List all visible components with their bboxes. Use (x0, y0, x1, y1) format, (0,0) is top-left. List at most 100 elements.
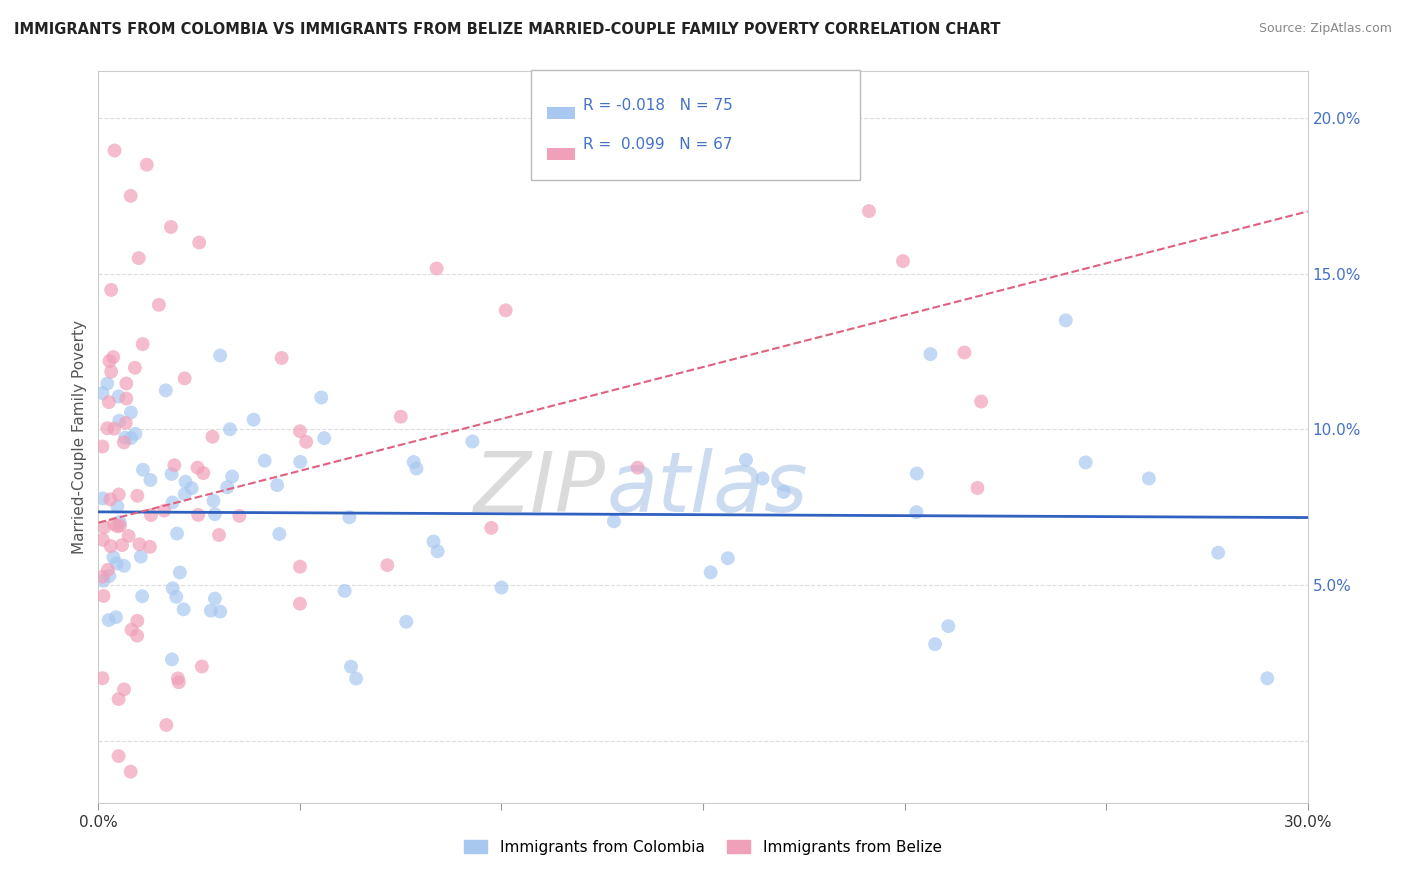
Immigrants from Colombia (242, 412, 264, 426)
Text: ZIP: ZIP (474, 448, 606, 529)
Immigrants from Colombia (221, 469, 243, 483)
Immigrants from Colombia (422, 534, 444, 549)
Immigrants from Belize (228, 508, 250, 523)
Immigrants from Belize (117, 529, 139, 543)
Immigrants from Belize (128, 251, 150, 265)
Immigrants from Colombia (344, 672, 367, 686)
Immigrants from Belize (187, 508, 209, 522)
Immigrants from Colombia (920, 347, 942, 361)
Immigrants from Belize (115, 392, 138, 406)
Immigrants from Colombia (717, 551, 740, 566)
Immigrants from Colombia (1256, 671, 1278, 685)
Immigrants from Belize (103, 517, 125, 532)
Immigrants from Colombia (461, 434, 484, 449)
Immigrants from Colombia (1074, 455, 1097, 469)
Immigrants from Belize (120, 189, 142, 203)
Immigrants from Belize (105, 519, 128, 533)
Immigrants from Colombia (200, 604, 222, 618)
Immigrants from Belize (375, 558, 398, 573)
Immigrants from Colombia (105, 557, 128, 571)
Immigrants from Colombia (603, 514, 626, 528)
Immigrants from Colombia (174, 475, 197, 489)
Immigrants from Belize (139, 540, 162, 554)
Immigrants from Colombia (426, 544, 449, 558)
Immigrants from Belize (193, 466, 215, 480)
Immigrants from Colombia (112, 558, 135, 573)
Immigrants from Colombia (124, 426, 146, 441)
Legend: Immigrants from Colombia, Immigrants from Belize: Immigrants from Colombia, Immigrants fro… (458, 834, 948, 861)
Immigrants from Belize (107, 749, 129, 764)
Immigrants from Belize (288, 559, 311, 574)
Text: R =  0.099   N = 67: R = 0.099 N = 67 (583, 137, 733, 152)
Immigrants from Belize (100, 365, 122, 379)
Immigrants from Belize (155, 718, 177, 732)
Immigrants from Belize (479, 521, 502, 535)
Immigrants from Colombia (924, 637, 946, 651)
Immigrants from Belize (163, 458, 186, 473)
Immigrants from Belize (131, 337, 153, 351)
Immigrants from Colombia (217, 480, 239, 494)
Immigrants from Colombia (337, 510, 360, 524)
Immigrants from Belize (97, 395, 120, 409)
Immigrants from Belize (91, 569, 114, 583)
Immigrants from Belize (91, 440, 114, 454)
Immigrants from Colombia (93, 574, 115, 588)
Immigrants from Colombia (491, 581, 513, 595)
Immigrants from Colombia (120, 431, 142, 445)
Immigrants from Colombia (735, 453, 758, 467)
Immigrants from Colombia (772, 484, 794, 499)
Immigrants from Belize (98, 354, 121, 368)
Immigrants from Colombia (1206, 546, 1229, 560)
Immigrants from Colombia (314, 431, 336, 445)
Immigrants from Belize (91, 671, 114, 685)
Immigrants from Belize (166, 672, 188, 686)
Immigrants from Belize (100, 283, 122, 297)
Immigrants from Belize (98, 492, 121, 507)
Immigrants from Belize (148, 298, 170, 312)
Immigrants from Belize (135, 158, 157, 172)
Immigrants from Belize (208, 528, 231, 542)
Immigrants from Colombia (120, 405, 142, 419)
Immigrants from Belize (107, 487, 129, 501)
Immigrants from Colombia (290, 455, 312, 469)
Immigrants from Belize (160, 219, 183, 234)
Immigrants from Belize (966, 481, 988, 495)
Immigrants from Belize (121, 623, 143, 637)
Immigrants from Belize (288, 424, 311, 438)
Immigrants from Belize (891, 254, 914, 268)
Immigrants from Colombia (129, 549, 152, 564)
Immigrants from Belize (103, 144, 125, 158)
Immigrants from Belize (107, 692, 129, 706)
Immigrants from Belize (111, 538, 134, 552)
Immigrants from Colombia (91, 386, 114, 401)
Immigrants from Colombia (905, 505, 928, 519)
Immigrants from Colombia (253, 453, 276, 467)
Immigrants from Belize (288, 597, 311, 611)
Text: atlas: atlas (606, 448, 808, 529)
Immigrants from Colombia (107, 389, 129, 403)
Immigrants from Colombia (209, 349, 232, 363)
Immigrants from Belize (127, 614, 149, 628)
Immigrants from Belize (173, 371, 195, 385)
Immigrants from Belize (191, 659, 214, 673)
Immigrants from Colombia (1054, 313, 1077, 327)
Immigrants from Colombia (405, 461, 427, 475)
Immigrants from Colombia (160, 652, 183, 666)
Immigrants from Colombia (96, 376, 118, 391)
Immigrants from Belize (91, 533, 114, 547)
Immigrants from Belize (495, 303, 517, 318)
Immigrants from Belize (114, 416, 136, 430)
Immigrants from Colombia (209, 605, 232, 619)
Immigrants from Colombia (202, 493, 225, 508)
Immigrants from Colombia (402, 455, 425, 469)
Immigrants from Colombia (395, 615, 418, 629)
Immigrants from Colombia (91, 491, 114, 506)
Immigrants from Belize (112, 682, 135, 697)
Immigrants from Belize (115, 376, 138, 391)
Immigrants from Belize (103, 350, 125, 364)
Immigrants from Belize (188, 235, 211, 250)
Immigrants from Colombia (165, 590, 187, 604)
Immigrants from Belize (295, 434, 318, 449)
Immigrants from Colombia (104, 610, 127, 624)
Immigrants from Colombia (751, 471, 773, 485)
